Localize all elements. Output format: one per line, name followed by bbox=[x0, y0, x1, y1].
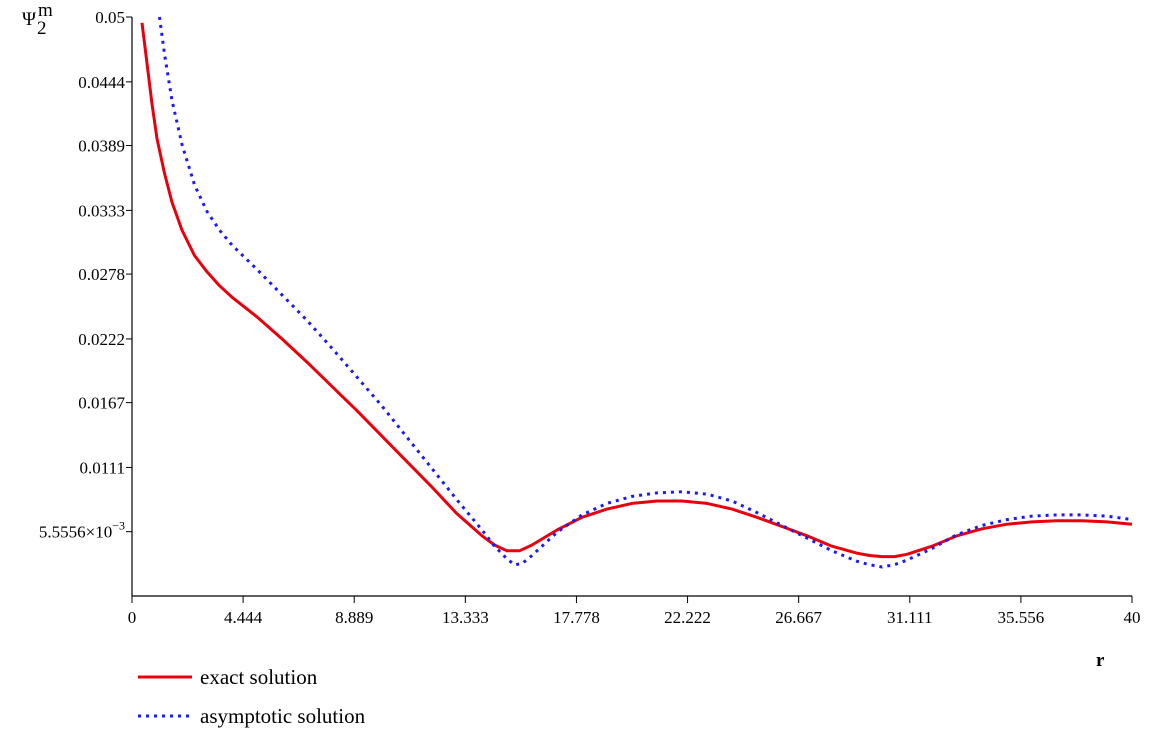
y-axis-label-sub: 2 bbox=[37, 18, 47, 39]
y-tick-label: 5.5556×10−3 bbox=[39, 519, 125, 542]
series-line-asymptotic bbox=[158, 16, 1133, 569]
x-tick-label: 26.667 bbox=[775, 608, 822, 627]
x-tick-label: 31.111 bbox=[887, 608, 933, 627]
y-tick-label: 0.0111 bbox=[80, 458, 126, 477]
legend-item-asymptotic: asymptotic solution bbox=[138, 704, 366, 728]
axes bbox=[131, 17, 1132, 597]
legend: exact solution asymptotic solution bbox=[138, 665, 366, 728]
x-axis-label: r bbox=[1096, 650, 1105, 671]
series-line-exact bbox=[140, 22, 1133, 559]
x-tick-label: 22.222 bbox=[664, 608, 711, 627]
y-tick-label: 0.0333 bbox=[78, 201, 125, 220]
x-tick-label: 17.778 bbox=[553, 608, 600, 627]
x-tick-label: 8.889 bbox=[335, 608, 373, 627]
y-tick-label: 0.0167 bbox=[78, 394, 125, 413]
legend-label-exact: exact solution bbox=[200, 665, 318, 689]
y-tick-label: 0.0389 bbox=[78, 137, 125, 156]
y-tick-label: 0.0444 bbox=[78, 73, 125, 92]
y-axis-label-sup: m bbox=[38, 0, 53, 21]
y-tick-label: 0.05 bbox=[95, 8, 125, 27]
y-ticks: 5.5556×10−3 0.0111 0.0167 0.0222 0.0278 0.033… bbox=[39, 8, 132, 542]
y-axis-label-main: Ψ bbox=[22, 9, 36, 30]
x-tick-label: 0 bbox=[128, 608, 137, 627]
x-tick-label: 35.556 bbox=[998, 608, 1045, 627]
y-tick-label: 0.0222 bbox=[78, 330, 125, 349]
plot-lines bbox=[140, 16, 1133, 569]
legend-item-exact: exact solution bbox=[138, 665, 318, 689]
x-ticks: 0 4.444 8.889 13.333 17.778 22.222 26.667 31.11… bbox=[128, 596, 1141, 627]
x-tick-label: 40 bbox=[1124, 608, 1141, 627]
legend-label-asymptotic: asymptotic solution bbox=[200, 704, 366, 728]
x-tick-label: 13.333 bbox=[442, 608, 489, 627]
y-axis-label: Ψ 2 m bbox=[22, 0, 53, 39]
x-tick-label: 4.444 bbox=[224, 608, 263, 627]
y-tick-label: 0.0278 bbox=[78, 265, 125, 284]
